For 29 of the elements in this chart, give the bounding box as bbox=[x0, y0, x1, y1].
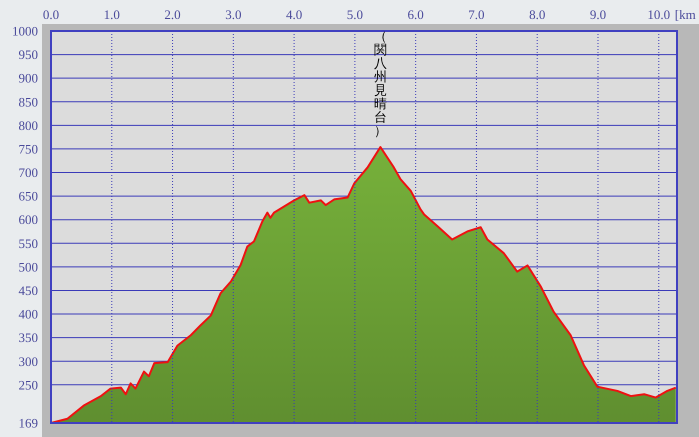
x-tick-label: 3.0 bbox=[225, 7, 242, 22]
y-tick-label: 350 bbox=[18, 330, 38, 346]
y-tick-label: 600 bbox=[18, 212, 38, 228]
x-tick-label: 6.0 bbox=[408, 7, 424, 22]
y-tick-label: 550 bbox=[18, 236, 38, 251]
y-tick-label: 250 bbox=[18, 377, 38, 392]
y-tick-label: 900 bbox=[18, 70, 38, 86]
y-tick-label: 650 bbox=[18, 188, 38, 204]
y-tick-label: 800 bbox=[18, 118, 38, 133]
y-tick-label: 400 bbox=[18, 306, 38, 322]
x-tick-label: 2.0 bbox=[164, 7, 181, 22]
x-tick-label: 1.0 bbox=[104, 7, 120, 22]
y-tick-label: 750 bbox=[18, 141, 38, 156]
x-tick-label: 9.0 bbox=[590, 7, 606, 22]
x-tick-label: 8.0 bbox=[529, 7, 546, 22]
y-tick-label: 700 bbox=[18, 165, 38, 180]
x-tick-label: 5.0 bbox=[346, 7, 364, 22]
y-tick-label: 500 bbox=[18, 259, 38, 274]
y-tick-label: 169 bbox=[18, 416, 38, 431]
y-tick-label: 850 bbox=[18, 94, 38, 110]
y-tick-label: 1000 bbox=[12, 24, 38, 39]
x-tick-label: 0.0 bbox=[42, 7, 60, 22]
y-tick-label: 300 bbox=[18, 354, 38, 369]
x-axis-title: [km bbox=[674, 7, 696, 22]
y-tick-label: 950 bbox=[18, 47, 38, 62]
x-tick-label: 10.0 bbox=[647, 7, 670, 22]
x-tick-label: 7.0 bbox=[468, 7, 485, 22]
x-tick-label: 4.0 bbox=[286, 7, 302, 22]
y-tick-label: 450 bbox=[18, 282, 38, 298]
